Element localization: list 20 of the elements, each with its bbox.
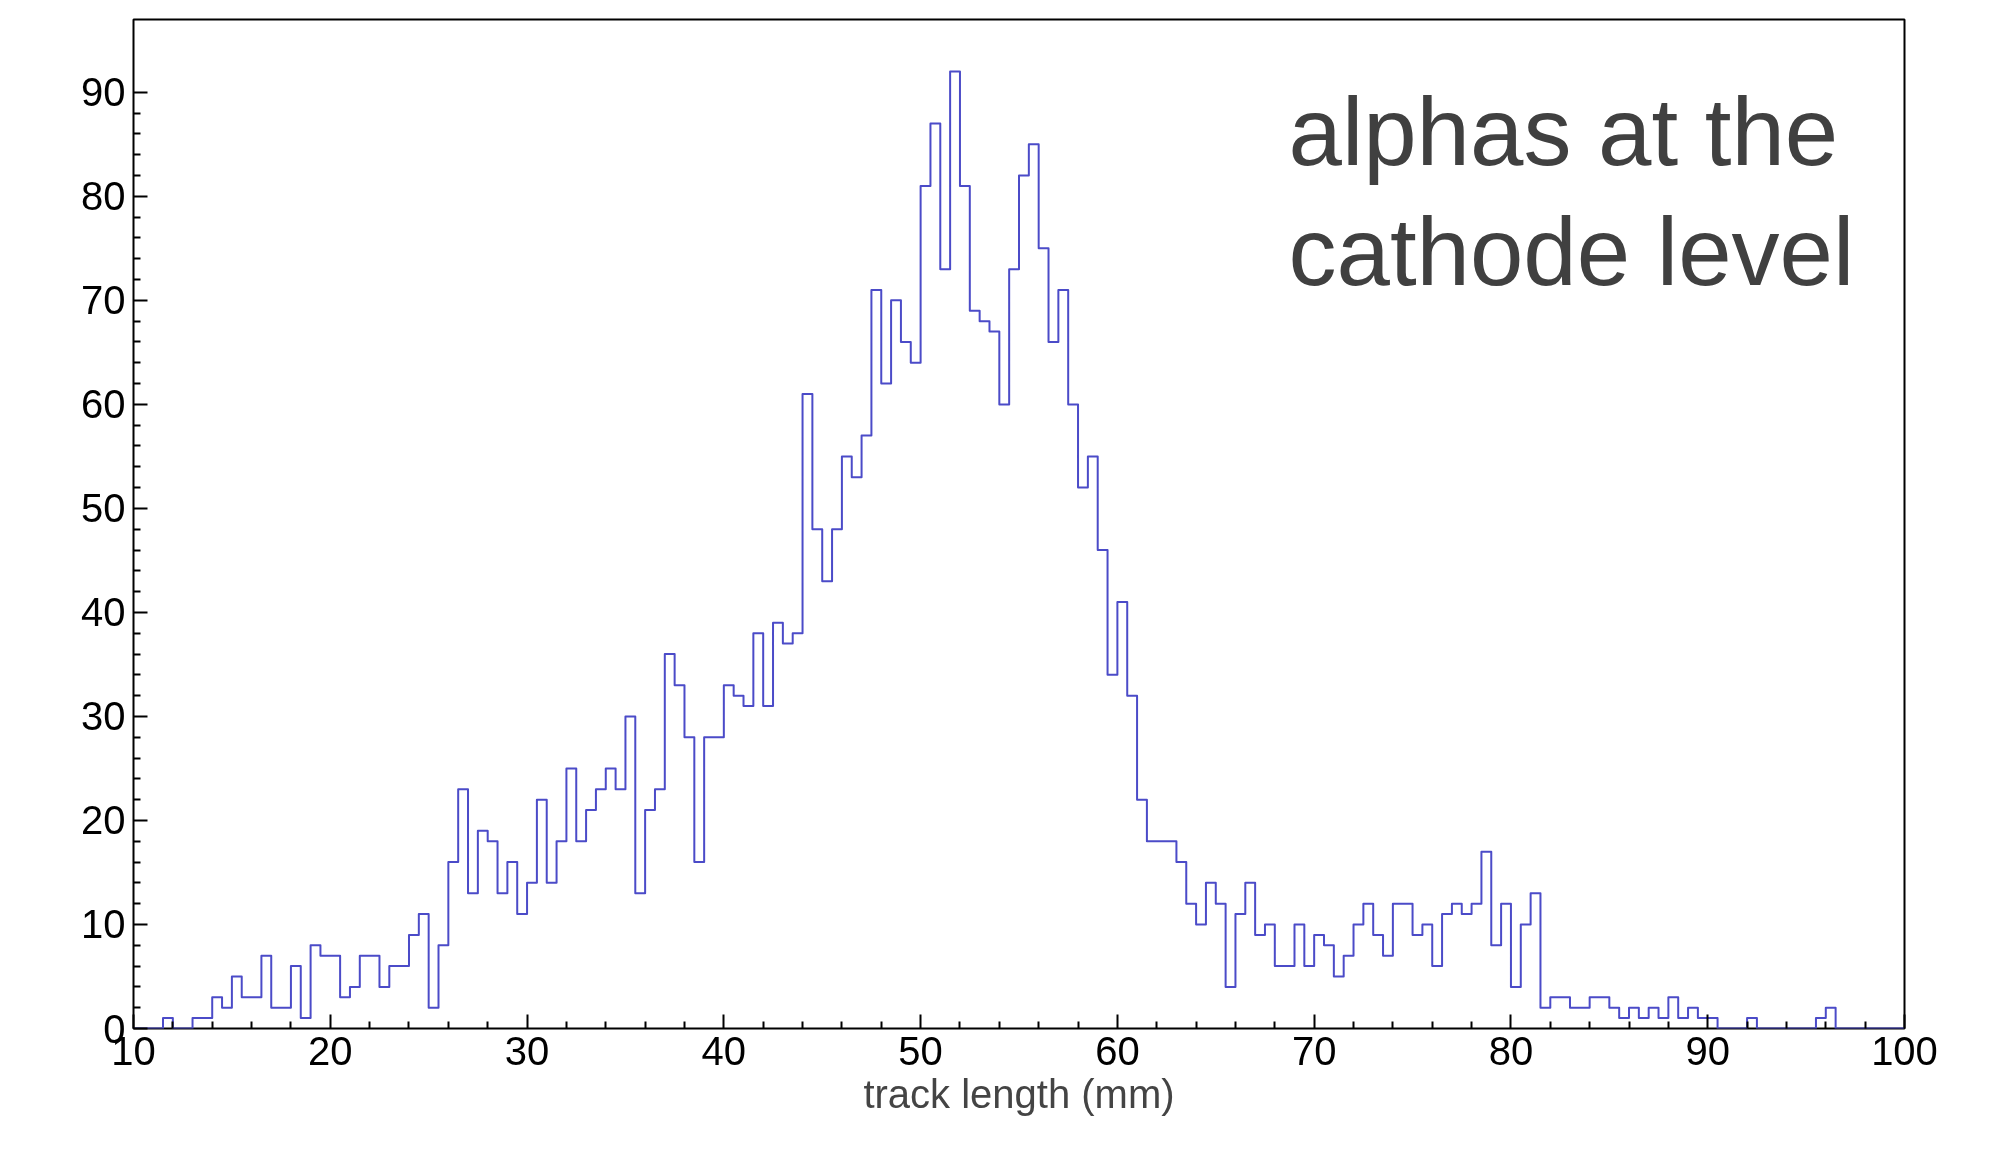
x-tick-label: 30 bbox=[504, 1028, 550, 1073]
x-tick-label: 70 bbox=[1291, 1028, 1337, 1073]
x-tick-label: 40 bbox=[701, 1028, 747, 1073]
x-tick-label: 100 bbox=[1871, 1028, 1938, 1073]
x-tick-label: 80 bbox=[1488, 1028, 1534, 1073]
x-tick-label: 20 bbox=[308, 1028, 353, 1073]
y-tick-label: 20 bbox=[81, 798, 126, 843]
x-tick-label: 50 bbox=[898, 1028, 943, 1073]
y-tick-label: 30 bbox=[81, 694, 126, 739]
y-tick-label: 40 bbox=[81, 590, 126, 635]
x-tick-label: 60 bbox=[1095, 1028, 1140, 1073]
y-tick-label: 60 bbox=[81, 382, 126, 427]
y-tick-label: 70 bbox=[81, 278, 126, 323]
y-tick-label: 90 bbox=[81, 70, 126, 115]
annotation: alphas at the cathode level bbox=[1288, 77, 1855, 305]
x-axis-title: track length (mm) bbox=[863, 1071, 1175, 1116]
y-tick-label: 10 bbox=[81, 902, 126, 947]
y-tick-label: 80 bbox=[81, 174, 126, 219]
y-tick-label: 50 bbox=[81, 486, 126, 531]
x-tick-label: 90 bbox=[1685, 1028, 1730, 1073]
